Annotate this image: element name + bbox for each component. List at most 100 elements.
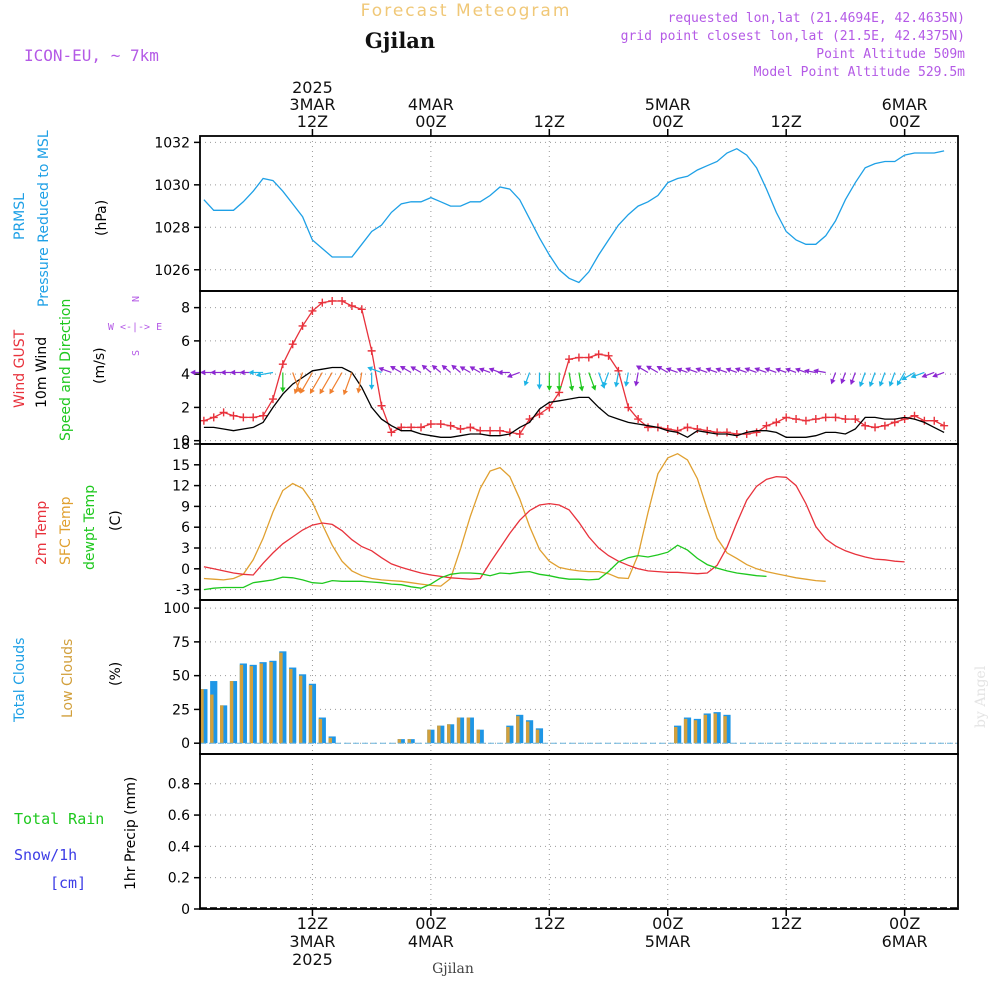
wind-arrow-head: [602, 381, 608, 388]
gust-point: [209, 413, 218, 422]
temp-tick-label: 18: [172, 437, 190, 453]
low-cloud-bar: [723, 716, 727, 744]
wind-direction-arrow: [356, 372, 363, 394]
gust-point: [851, 415, 860, 424]
gust-point: [338, 296, 347, 305]
wind-arrow-head: [878, 381, 885, 387]
gust-point: [703, 426, 712, 435]
wind-arrow-head: [901, 375, 908, 381]
sfc-temp-line: [203, 452, 826, 587]
gust-point: [219, 408, 228, 417]
wind-direction-arrow: [329, 372, 343, 395]
wind-direction-arrow: [588, 372, 597, 391]
top-time-label: 5MAR: [645, 95, 691, 114]
wind-direction-arrow: [896, 372, 906, 386]
wind-direction-arrow: [309, 372, 323, 394]
wind-arrow-head: [896, 380, 902, 386]
wind-arrow-head: [329, 388, 335, 395]
wind-direction-arrow: [725, 367, 738, 374]
wind-direction-arrow: [734, 367, 747, 374]
total-cloud-bar: [516, 714, 524, 744]
top-time-label: 00Z: [415, 112, 446, 131]
pressure-unit: (hPa): [94, 200, 110, 236]
wind-direction-arrow: [744, 367, 757, 374]
top-time-label: 12Z: [297, 112, 328, 131]
wind-arrow-head: [613, 382, 620, 388]
wind-direction-arrow: [613, 372, 620, 388]
gust-point: [801, 416, 810, 425]
wind-direction-arrow: [478, 367, 491, 374]
bottom-time-label: 3MAR: [289, 932, 335, 951]
wind-direction-arrow: [506, 371, 520, 379]
total-cloud-bar: [249, 664, 257, 744]
clouds-tick-label: 25: [172, 702, 190, 718]
temp-tick-label: 6: [181, 520, 190, 536]
wind-direction-arrow: [602, 372, 610, 388]
gust-point: [347, 301, 356, 310]
bottom-time-label: 12Z: [297, 914, 328, 933]
low-cloud-bar: [506, 726, 510, 744]
wind-arrow-head: [410, 366, 417, 372]
gust-point: [644, 423, 653, 432]
wind10m-line: [203, 366, 945, 439]
low-cloud-bar: [456, 717, 461, 744]
wind-direction-arrow: [280, 372, 286, 393]
total-cloud-bar: [723, 714, 731, 744]
gust-point: [900, 415, 909, 424]
wind-tick-label: 0: [181, 434, 190, 450]
wind-arrow-head: [280, 387, 286, 393]
gust-point: [407, 423, 416, 432]
temp-tick-label: 12: [172, 479, 190, 495]
gust-point: [604, 351, 613, 360]
wind-arrow-shaft: [329, 372, 343, 394]
wind-direction-arrow: [451, 364, 461, 373]
total-cloud-bar: [427, 729, 435, 744]
wind-direction-arrow: [342, 372, 353, 396]
gust-point: [565, 355, 574, 364]
wind-arrow-head: [803, 368, 810, 375]
gust-point: [535, 410, 544, 419]
gust-point: [495, 426, 504, 435]
wind-arrow-head: [725, 367, 732, 373]
wind-direction-arrow: [635, 365, 649, 374]
bottom-time-label: 00Z: [652, 914, 683, 933]
total-cloud-bar: [456, 717, 465, 744]
gust-point: [249, 413, 258, 422]
wind-direction-arrow: [255, 371, 274, 378]
compass-west-east: W <-|-> E: [108, 322, 162, 333]
wind-arrow-head: [849, 379, 856, 385]
pressure-label-prmsl: PRMSL: [12, 193, 28, 240]
wind-direction-arrow: [488, 367, 501, 374]
wind-direction-label: Speed and Direction: [58, 299, 74, 441]
gust-point: [693, 425, 702, 434]
wind-arrow-head: [488, 367, 495, 373]
pressure-tick-label: 1030: [154, 178, 190, 194]
gust-point: [940, 421, 949, 430]
wind-arrow-head: [910, 373, 917, 379]
bottom-time-label: 5MAR: [645, 932, 691, 951]
wind-direction-arrow: [523, 372, 531, 387]
total-cloud-bar: [220, 705, 228, 744]
low-cloud-bar: [407, 739, 411, 744]
low-cloud-bar: [447, 724, 451, 744]
temp-unit: (C): [108, 510, 124, 531]
wind-direction-arrow: [840, 372, 846, 385]
location-title: Gjilan: [365, 28, 435, 53]
gust-point: [821, 413, 830, 422]
wind-arrow-head: [830, 378, 836, 385]
gust-point: [545, 403, 554, 412]
wind-arrow-head: [342, 389, 348, 396]
total-cloud-bar: [476, 729, 484, 744]
sfc-temp-label: SFC Temp: [58, 496, 74, 565]
low-cloud-bar: [269, 662, 273, 744]
grid-point-coords: grid point closest lon,lat (21.5E, 42.43…: [621, 29, 965, 44]
precip-panel-frame: [199, 753, 959, 910]
gust-point: [861, 421, 870, 430]
compass-rose: N W <-|-> E S: [108, 296, 162, 356]
wind-arrow-head: [319, 388, 325, 395]
wind-arrow-head: [734, 367, 741, 373]
bottom-time-label: 6MAR: [882, 932, 928, 951]
wind-direction-arrow: [459, 366, 471, 374]
gust-point: [574, 353, 583, 362]
clouds-tick-label: 100: [163, 601, 190, 617]
